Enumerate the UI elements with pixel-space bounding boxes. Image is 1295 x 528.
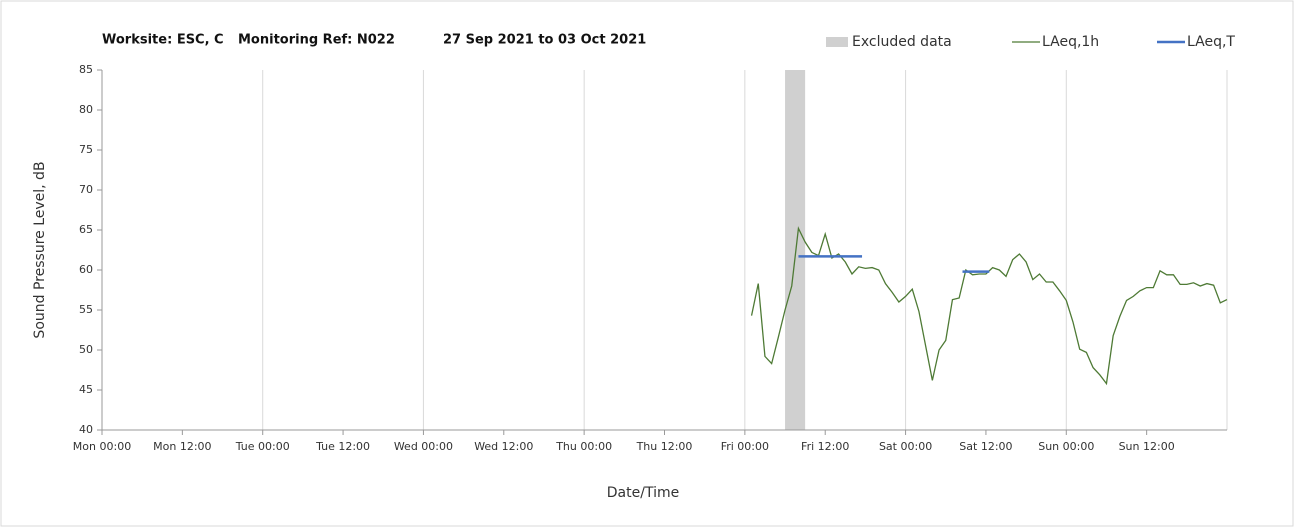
x-tick-label: Sat 00:00 — [879, 440, 932, 453]
y-tick-label: 60 — [79, 263, 93, 276]
legend-label: LAeq,T — [1187, 34, 1235, 50]
legend-label: Excluded data — [852, 34, 952, 50]
y-tick-label: 70 — [79, 183, 93, 196]
y-tick-label: 50 — [79, 343, 93, 356]
x-axis-title: Date/Time — [607, 485, 679, 501]
y-tick-label: 55 — [79, 303, 93, 316]
y-tick-label: 80 — [79, 103, 93, 116]
chart-title: Monitoring Ref: N022 — [238, 33, 395, 48]
chart-title: Worksite: ESC, C — [102, 33, 224, 48]
y-tick-label: 65 — [79, 223, 93, 236]
x-tick-label: Thu 00:00 — [555, 440, 612, 453]
x-tick-label: Fri 12:00 — [801, 440, 849, 453]
x-tick-label: Fri 00:00 — [721, 440, 769, 453]
x-tick-label: Tue 00:00 — [235, 440, 290, 453]
chart-title: 27 Sep 2021 to 03 Oct 2021 — [443, 33, 646, 48]
y-tick-label: 45 — [79, 383, 93, 396]
x-tick-label: Mon 12:00 — [153, 440, 211, 453]
x-tick-label: Sun 00:00 — [1038, 440, 1094, 453]
x-tick-label: Thu 12:00 — [636, 440, 693, 453]
x-tick-label: Tue 12:00 — [315, 440, 370, 453]
y-axis-title: Sound Pressure Level, dB — [32, 161, 48, 338]
x-tick-label: Wed 12:00 — [474, 440, 533, 453]
excluded-band — [785, 70, 806, 430]
x-tick-label: Sat 12:00 — [959, 440, 1012, 453]
x-tick-label: Sun 12:00 — [1119, 440, 1175, 453]
y-tick-label: 85 — [79, 63, 93, 76]
line-series — [750, 226, 1228, 386]
y-tick-label: 75 — [79, 143, 93, 156]
y-tick-label: 40 — [79, 423, 93, 436]
legend-label: LAeq,1h — [1042, 34, 1099, 50]
x-tick-label: Wed 00:00 — [394, 440, 453, 453]
legend-swatch — [826, 37, 848, 47]
x-tick-label: Mon 00:00 — [73, 440, 131, 453]
